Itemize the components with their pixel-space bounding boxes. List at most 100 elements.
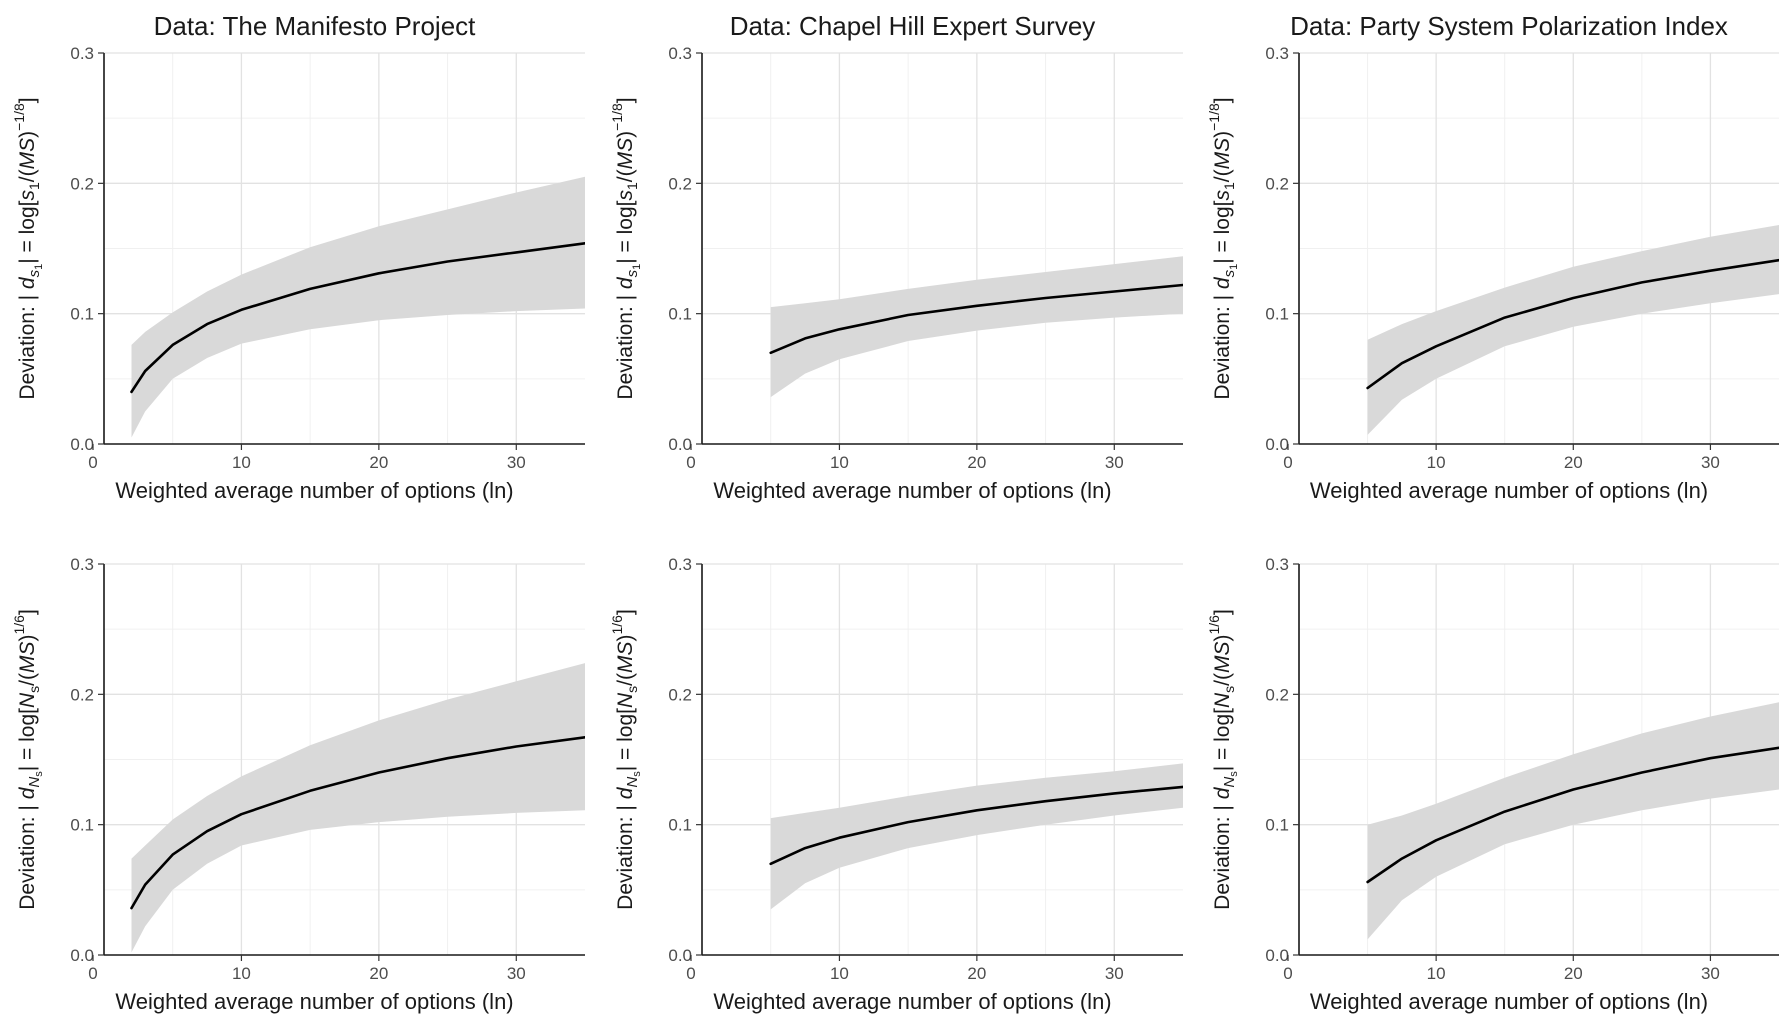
ylabel-part: N xyxy=(624,777,641,788)
ylabel-part: MS xyxy=(1211,642,1234,674)
panel-2: 0.0 0.1 0.2 0.3 0 10 20 30 Data: Chapel Hill Exp… xyxy=(609,11,1183,503)
x-tick-label: 20 xyxy=(967,453,986,472)
x-tick-label: 30 xyxy=(1105,964,1124,983)
ylabel-part: d xyxy=(1211,276,1234,289)
ylabel-part: | = log[ xyxy=(1211,708,1234,771)
x-tick-label: 20 xyxy=(369,453,388,472)
x-tick-label: 10 xyxy=(830,453,849,472)
y-axis-label: Deviation: | ds1| = log[s1/(MS)−1/8] xyxy=(11,97,45,399)
x-tick-label: 0 xyxy=(88,964,97,983)
panel-6: 0.0 0.1 0.2 0.3 0 10 20 30 Weighted average numb… xyxy=(1206,555,1779,1014)
ylabel-part: N xyxy=(1221,777,1238,788)
y-tick-label: 0.2 xyxy=(1265,685,1289,704)
ylabel-part: ] xyxy=(16,97,39,103)
ylabel-part: Deviation: | xyxy=(16,799,39,910)
ylabel-part: MS xyxy=(614,642,637,674)
x-tick-label: 30 xyxy=(507,964,526,983)
x-tick-label: 30 xyxy=(1701,453,1720,472)
x-tick-label: 0 xyxy=(686,964,695,983)
ylabel-part: ) xyxy=(614,131,637,138)
confidence-band xyxy=(770,256,1183,398)
y-tick-label: 0.1 xyxy=(70,305,94,324)
ylabel-part: /( xyxy=(16,673,39,686)
confidence-band xyxy=(131,176,585,438)
x-axis-label: Weighted average number of options (ln) xyxy=(115,989,513,1014)
ylabel-part: ] xyxy=(1211,609,1234,615)
x-axis-label: Weighted average number of options (ln) xyxy=(115,478,513,503)
ylabel-part: s xyxy=(33,771,45,777)
panel-title: Data: Party System Polarization Index xyxy=(1290,11,1728,41)
ylabel-part: MS xyxy=(1211,138,1234,170)
x-tick-label: 0 xyxy=(88,453,97,472)
ylabel-part: /( xyxy=(1211,169,1234,182)
ylabel-part: /( xyxy=(16,169,39,182)
y-tick-label: 0.3 xyxy=(1265,44,1289,63)
ylabel-part: | = log[ xyxy=(1211,200,1234,263)
ylabel-part: MS xyxy=(16,642,39,674)
panel-1: 0.0 0.1 0.2 0.3 0 10 20 30 Data: The Manifesto P… xyxy=(11,11,585,503)
ylabel-part: 1 xyxy=(631,264,643,270)
y-tick-label: 0.2 xyxy=(668,174,692,193)
ylabel-part: ] xyxy=(614,609,637,615)
x-axis-label: Weighted average number of options (ln) xyxy=(1310,989,1708,1014)
y-axis-label: Deviation: | dNs| = log[Ns/(MS)1/6] xyxy=(609,609,643,910)
ylabel-part: | = log[ xyxy=(16,200,39,263)
ylabel-part: Deviation: | xyxy=(614,289,637,400)
series-line xyxy=(130,242,585,394)
y-tick-label: 0.0 xyxy=(1265,435,1289,454)
ylabel-part: 1 xyxy=(33,264,45,270)
ylabel-part: N xyxy=(26,777,43,788)
ylabel-part: d xyxy=(16,276,39,289)
ylabel-part: −1/8 xyxy=(609,103,625,131)
ylabel-part: ) xyxy=(16,635,39,642)
y-tick-label: 0.0 xyxy=(1265,946,1289,965)
ylabel-part: Deviation: | xyxy=(16,289,39,400)
panel-4: 0.0 0.1 0.2 0.3 0 10 20 30 Weighted average numb… xyxy=(11,555,585,1014)
ylabel-part: ) xyxy=(1211,131,1234,138)
ylabel-part: s xyxy=(1228,771,1240,777)
y-tick-label: 0.3 xyxy=(70,555,94,574)
ylabel-part: | = log[ xyxy=(614,200,637,263)
y-tick-label: 0.3 xyxy=(668,555,692,574)
ylabel-part: /( xyxy=(1211,673,1234,686)
y-tick-label: 0.1 xyxy=(1265,305,1289,324)
y-tick-label: 0.1 xyxy=(668,816,692,835)
confidence-band xyxy=(131,663,585,953)
ylabel-part: s xyxy=(1221,269,1238,277)
ylabel-part: 1 xyxy=(1228,264,1240,270)
ylabel-part: | = log[ xyxy=(614,708,637,771)
x-tick-label: 20 xyxy=(1564,964,1583,983)
x-axis-label: Weighted average number of options (ln) xyxy=(713,478,1111,503)
ylabel-part: 1/6 xyxy=(609,615,625,635)
ylabel-part: d xyxy=(1211,786,1234,799)
series-line xyxy=(1366,746,1779,884)
ylabel-part: N xyxy=(1211,692,1234,708)
y-tick-label: 0.1 xyxy=(1265,816,1289,835)
x-tick-label: 10 xyxy=(232,453,251,472)
y-tick-label: 0.1 xyxy=(668,305,692,324)
panel-3: 0.0 0.1 0.2 0.3 0 10 20 30 Data: Party System Po… xyxy=(1206,11,1779,503)
panel-title: Data: The Manifesto Project xyxy=(154,11,477,41)
y-axis-label: Deviation: | dNs| = log[Ns/(MS)1/6] xyxy=(11,609,45,910)
ylabel-part: ) xyxy=(1211,635,1234,642)
ylabel-part: /( xyxy=(614,673,637,686)
y-tick-label: 0.3 xyxy=(1265,555,1289,574)
ylabel-part: 1 xyxy=(624,182,640,190)
y-tick-label: 0.2 xyxy=(70,685,94,704)
series-line xyxy=(130,735,585,910)
y-tick-label: 0.2 xyxy=(70,174,94,193)
confidence-band xyxy=(770,763,1183,910)
series-line xyxy=(1366,258,1779,390)
panel-title: Data: Chapel Hill Expert Survey xyxy=(730,11,1096,41)
series-line xyxy=(769,785,1183,866)
ylabel-part: s xyxy=(631,771,643,777)
x-axis-label: Weighted average number of options (ln) xyxy=(713,989,1111,1014)
ylabel-part: N xyxy=(614,692,637,708)
ylabel-part: ] xyxy=(1211,97,1234,103)
ylabel-part: −1/8 xyxy=(1206,103,1222,131)
y-tick-label: 0.0 xyxy=(668,946,692,965)
x-tick-label: 20 xyxy=(369,964,388,983)
ylabel-part: ] xyxy=(16,609,39,615)
x-tick-label: 30 xyxy=(507,453,526,472)
x-tick-label: 0 xyxy=(686,453,695,472)
